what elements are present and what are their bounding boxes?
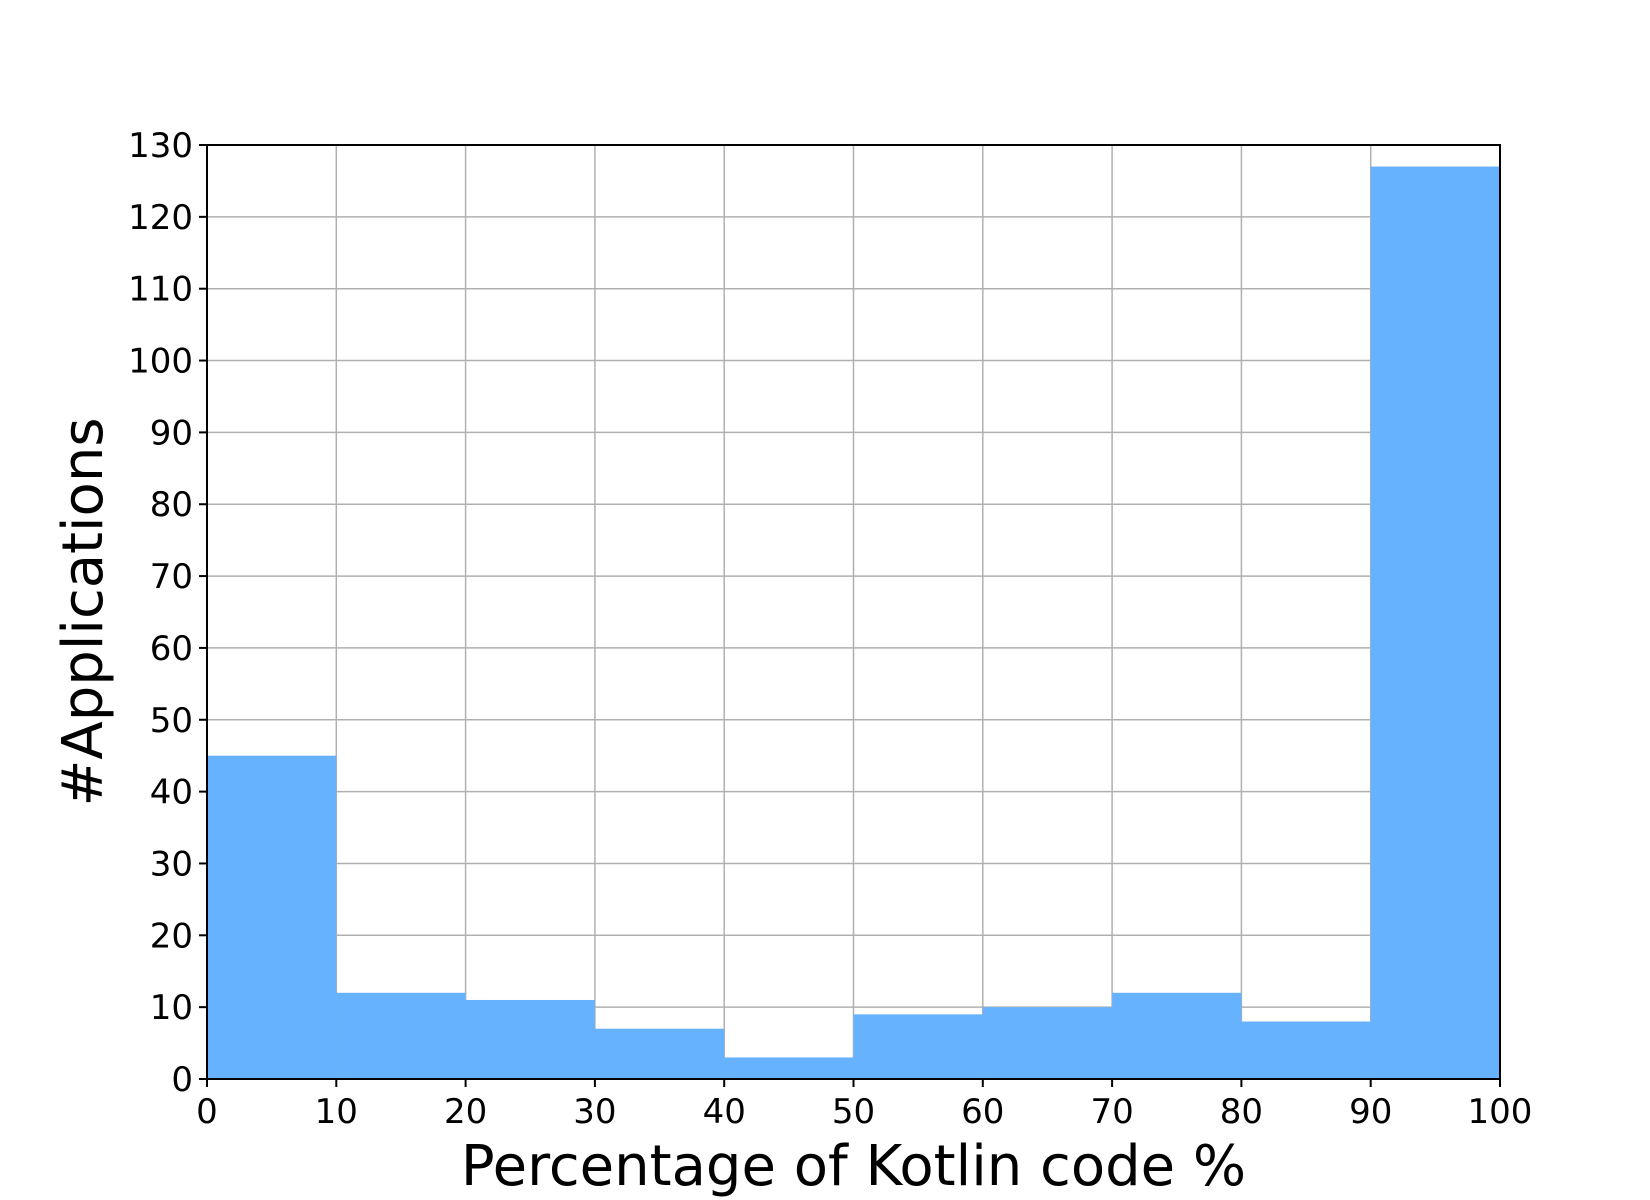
y-tick-label: 20 (150, 916, 193, 956)
histogram-bar (853, 1014, 983, 1079)
y-tick-label: 0 (171, 1060, 193, 1100)
x-tick-label: 90 (1349, 1092, 1392, 1132)
histogram-bar (724, 1057, 854, 1079)
x-tick-label: 20 (444, 1092, 487, 1132)
y-tick-label: 70 (150, 557, 193, 597)
x-tick-label: 0 (196, 1092, 218, 1132)
histogram-bar (336, 992, 466, 1079)
y-tick-label: 40 (150, 773, 193, 813)
x-tick-label: 40 (703, 1092, 746, 1132)
y-tick-label: 100 (128, 342, 193, 382)
histogram-bar (1370, 166, 1500, 1080)
y-axis-label: #Applications (51, 418, 116, 807)
x-tick-label: 80 (1220, 1092, 1263, 1132)
histogram-bar (1241, 1021, 1371, 1079)
x-tick-label: 30 (573, 1092, 616, 1132)
grid (206, 144, 1501, 1080)
x-tick-label: 70 (1090, 1092, 1133, 1132)
histogram-bar (594, 1028, 725, 1079)
histogram-bar (982, 1007, 1113, 1079)
histogram-bar (1112, 992, 1242, 1079)
y-tick-label: 80 (150, 485, 193, 525)
x-tick-label: 60 (961, 1092, 1004, 1132)
x-axis-label: Percentage of Kotlin code % (461, 1134, 1246, 1199)
y-tick-label: 120 (128, 198, 193, 238)
y-tick-label: 50 (150, 701, 193, 741)
y-tick-label: 60 (150, 629, 193, 669)
y-tick-label: 90 (150, 413, 193, 453)
y-tick-label: 30 (150, 844, 193, 884)
histogram-bar (465, 999, 595, 1079)
x-tick-label: 100 (1468, 1092, 1533, 1132)
axis-ticks: 0 10 20 30 40 50 60 70 80 90 100 0 10 20 30 40 50 60 70 80 9… (128, 126, 1532, 1132)
histogram-bar (207, 755, 337, 1079)
y-tick-label: 110 (128, 270, 193, 310)
y-tick-label: 10 (150, 988, 193, 1028)
bars (207, 166, 1500, 1080)
x-tick-label: 50 (832, 1092, 875, 1132)
x-tick-label: 10 (315, 1092, 358, 1132)
y-tick-label: 130 (128, 126, 193, 166)
